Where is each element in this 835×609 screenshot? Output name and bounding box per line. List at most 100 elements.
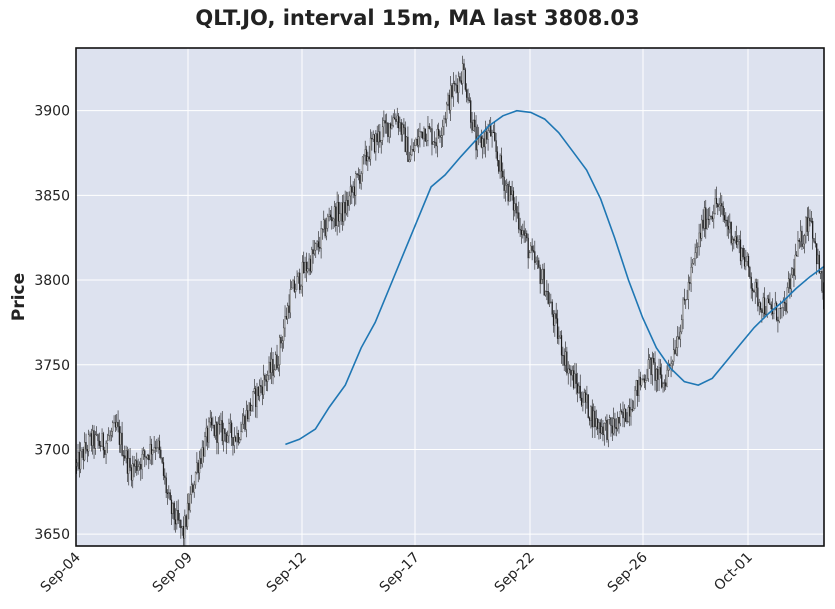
candle-body [464, 69, 466, 90]
candle-body [241, 423, 243, 432]
y-axis: 3650 3700 3750 3800 3850 3900 [34, 104, 70, 543]
candle-body [796, 254, 798, 257]
candle-body [734, 236, 736, 241]
candle-body [387, 122, 389, 137]
candle-body [645, 380, 647, 383]
candle-body [208, 421, 210, 443]
candle-body [137, 466, 139, 471]
candle-body [379, 131, 381, 143]
candle-body [519, 228, 521, 231]
candle-body [331, 216, 333, 222]
candle-body [594, 410, 596, 427]
candle-body [130, 467, 133, 481]
candle-body [503, 176, 505, 191]
candle-body [129, 458, 131, 468]
candle-body [181, 525, 183, 529]
y-axis-label: Price [9, 273, 29, 321]
candle-body [808, 217, 810, 232]
candle-body [582, 401, 584, 406]
candle-body [285, 316, 287, 319]
candle-body [709, 215, 711, 220]
candle-body [538, 260, 540, 268]
candle-body [108, 435, 110, 441]
candle-body [391, 125, 393, 129]
candle-body [797, 240, 799, 257]
candle-body [787, 278, 790, 288]
candle-body [172, 502, 174, 515]
candle-body [403, 124, 405, 128]
candle-body [245, 410, 247, 430]
candle-body [591, 406, 593, 428]
candle-body [248, 402, 250, 420]
candle-body [369, 137, 372, 160]
chart-title: QLT.JO, interval 15m, MA last 3808.03 [195, 6, 640, 30]
candle-body [536, 260, 539, 262]
candle-body [303, 261, 305, 274]
candle-body [332, 218, 334, 222]
candle-body [149, 444, 151, 461]
candle-body [550, 301, 552, 303]
candle-body [157, 440, 159, 448]
candle-body [658, 367, 660, 380]
candle-body [470, 100, 472, 123]
candle-body [80, 450, 82, 470]
candle-body [360, 173, 362, 184]
y-tick-label: 3700 [34, 442, 70, 458]
candle-body [393, 117, 396, 120]
candle-body [665, 382, 667, 387]
candle-body [105, 443, 107, 455]
candle-body [93, 430, 95, 449]
candle-body [548, 302, 551, 304]
candle-body [153, 447, 155, 451]
candle-body [649, 357, 651, 360]
candle-body [268, 361, 270, 376]
candle-body [247, 410, 249, 420]
candle-body [697, 246, 699, 248]
candle-body [450, 85, 452, 111]
candle-body [739, 239, 742, 262]
candle-body [356, 173, 358, 175]
candle-body [560, 335, 563, 356]
candle-body [430, 128, 432, 130]
candle-body [487, 130, 489, 140]
x-tick-label: Oct-01 [711, 550, 756, 595]
candle-body [106, 440, 109, 444]
candle-body [588, 417, 591, 421]
candle-body [812, 220, 814, 239]
candle-body [361, 156, 364, 174]
candle-body [287, 305, 289, 319]
candle-body [559, 335, 561, 338]
candle-body [416, 138, 418, 146]
candle-body [164, 475, 166, 478]
candle-body [196, 462, 198, 473]
candle-body [235, 437, 237, 442]
candle-body [372, 134, 374, 140]
candle-body [646, 378, 648, 381]
candle-body [679, 331, 682, 340]
candle-body [670, 363, 672, 366]
candle-body [146, 455, 149, 459]
candle-body [209, 417, 211, 423]
candle-body [447, 94, 449, 105]
candle-body [178, 520, 181, 521]
candle-body [766, 298, 768, 316]
x-tick-label: Sep-26 [605, 549, 651, 595]
candle-body [392, 117, 394, 126]
candle-body [423, 128, 425, 139]
candle-body [564, 351, 567, 366]
candle-body [277, 364, 279, 369]
candle-body [562, 355, 564, 357]
candle-body [233, 437, 235, 446]
candle-body [192, 484, 194, 493]
candle-body [109, 435, 111, 437]
candle-body [90, 433, 92, 446]
candle-body [578, 385, 580, 393]
candle-body [528, 252, 531, 259]
candle-body [763, 297, 766, 315]
candle-body [596, 418, 599, 429]
candle-body [265, 379, 267, 382]
candle-body [510, 186, 512, 196]
candle-body [794, 254, 796, 276]
candle-body [786, 287, 788, 312]
candle-body [675, 347, 678, 354]
